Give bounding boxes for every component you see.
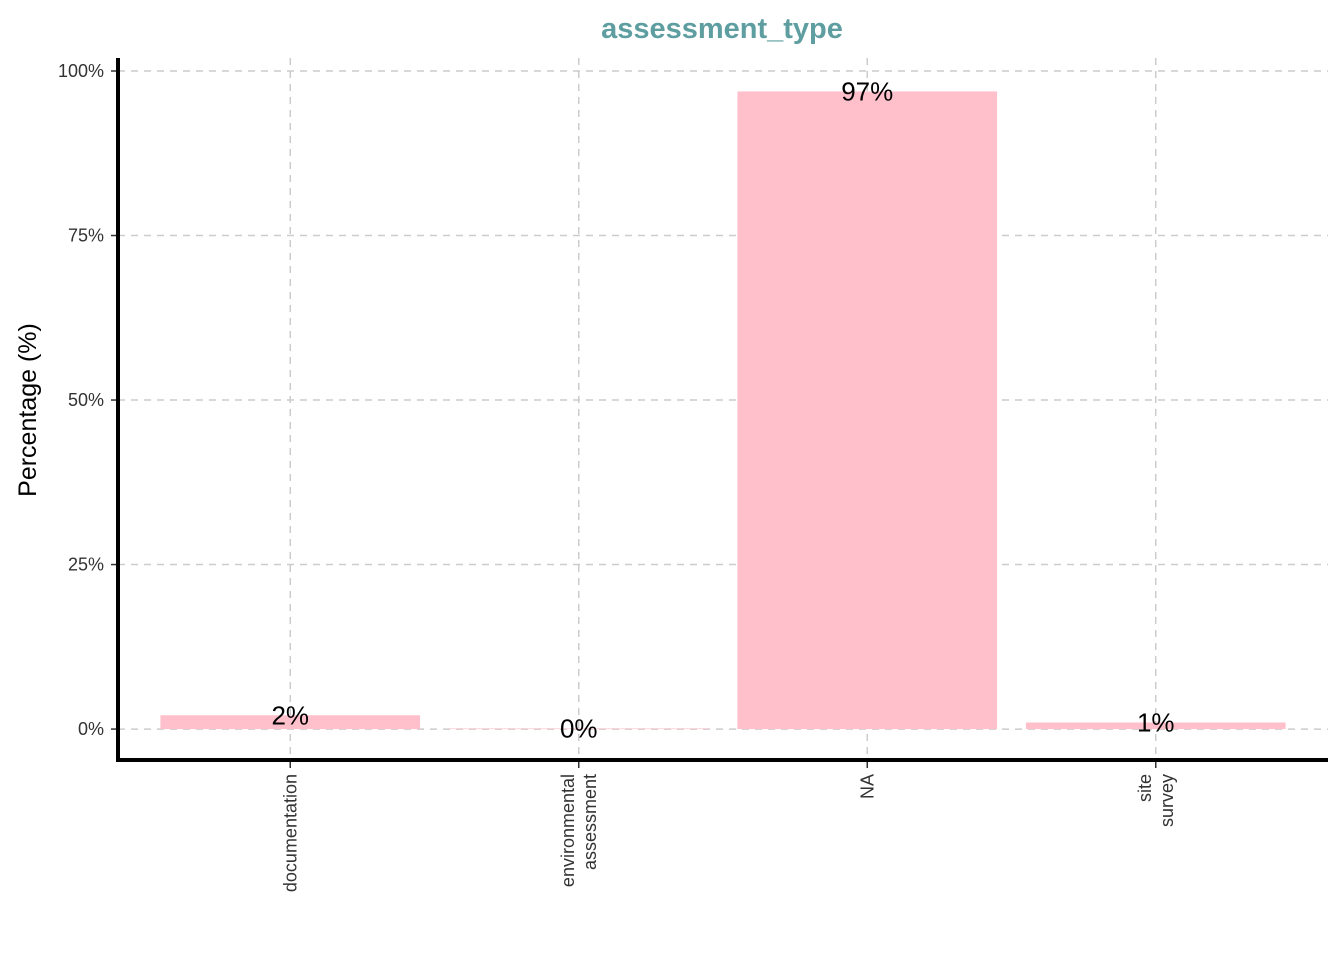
x-tick-label: documentation <box>280 774 300 892</box>
data-label: 97% <box>841 76 893 106</box>
x-tick-label: environmental <box>558 774 578 887</box>
grid-layer <box>118 58 1328 760</box>
data-label: 2% <box>271 700 309 730</box>
chart-title: assessment_type <box>601 13 843 45</box>
y-tick-label: 100% <box>58 61 104 81</box>
x-tick-label: NA <box>857 774 877 799</box>
y-tick-label: 75% <box>68 226 104 246</box>
bar <box>737 91 998 730</box>
x-tick-layer: documentation environmental assessment NA si… <box>280 762 1177 892</box>
bar <box>160 715 421 730</box>
y-axis-label: Percentage (%) <box>14 323 42 497</box>
x-tick-label: site <box>1135 774 1155 802</box>
y-tick-label: 0% <box>78 719 104 739</box>
bar <box>448 728 709 730</box>
data-label: 0% <box>560 713 598 743</box>
y-tick-label: 25% <box>68 555 104 575</box>
x-tick-label: assessment <box>580 774 600 870</box>
bar-layer <box>160 91 1286 730</box>
axis-layer <box>116 58 1328 762</box>
data-label: 1% <box>1137 707 1175 737</box>
y-tick-layer: 0% 25% 50% 75% 100% <box>58 61 116 739</box>
x-tick-label: survey <box>1157 774 1177 827</box>
bar <box>1025 722 1286 730</box>
data-label-layer: 2% 0% 97% 1% <box>271 76 1174 743</box>
y-tick-label: 50% <box>68 390 104 410</box>
